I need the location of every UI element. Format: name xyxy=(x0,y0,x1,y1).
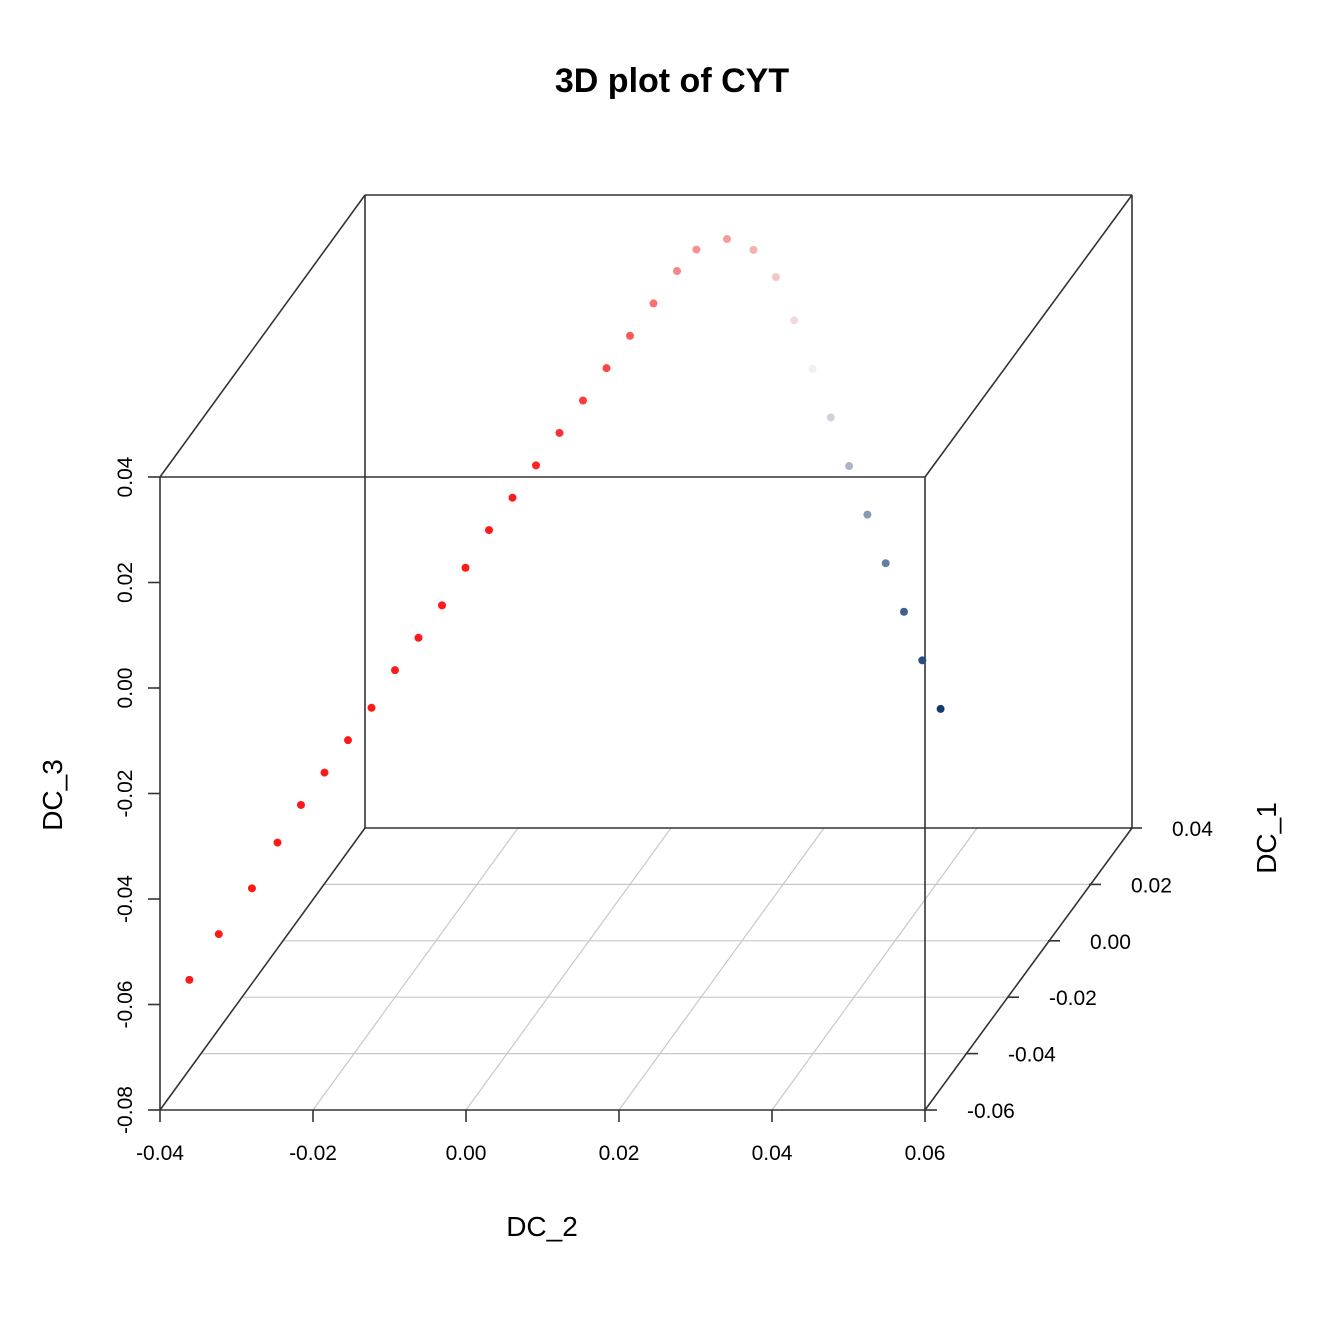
data-point xyxy=(845,462,854,471)
data-point xyxy=(918,656,927,665)
data-point xyxy=(391,666,399,675)
axis-ticks: -0.04 -0.02 0.00 0.02 0.04 0.06 -0.06 -0.04 -0.0… xyxy=(114,456,1213,1165)
data-point xyxy=(247,884,256,893)
z-tick-label: 0.02 xyxy=(114,562,137,603)
y-tick-label: -0.04 xyxy=(1008,1044,1056,1067)
data-point xyxy=(649,299,658,308)
x-tick-label: -0.04 xyxy=(136,1142,184,1165)
data-point xyxy=(626,331,634,340)
grid-line-x xyxy=(618,827,825,1111)
z-tick-label: -0.08 xyxy=(114,1086,137,1134)
z-tick-label: 0.00 xyxy=(114,668,137,709)
y-tick-label: 0.04 xyxy=(1172,818,1213,841)
data-point xyxy=(692,245,701,254)
y-axis-title: DC_1 xyxy=(1251,802,1282,874)
grid-line-x xyxy=(465,827,672,1111)
data-point xyxy=(344,736,352,745)
data-point xyxy=(438,601,446,610)
data-points xyxy=(185,235,945,984)
data-point xyxy=(461,563,470,572)
grid-line-x xyxy=(312,827,519,1111)
x-tick-label: 0.06 xyxy=(905,1142,946,1165)
box-edge xyxy=(924,827,1133,1111)
data-point xyxy=(881,559,890,568)
y-tick-label: -0.06 xyxy=(967,1100,1015,1123)
data-point xyxy=(214,930,223,939)
x-tick-label: 0.04 xyxy=(752,1142,793,1165)
z-tick-label: -0.02 xyxy=(114,770,137,818)
data-point xyxy=(936,704,945,713)
data-point xyxy=(320,768,329,777)
z-tick-label: -0.04 xyxy=(114,875,137,923)
data-point xyxy=(749,245,758,254)
data-point xyxy=(367,703,376,712)
data-point xyxy=(297,800,305,809)
data-point xyxy=(826,413,835,422)
box-edge xyxy=(159,194,366,478)
data-point xyxy=(185,975,194,984)
data-point xyxy=(273,838,282,847)
data-point xyxy=(771,273,780,282)
x-tick-label: -0.02 xyxy=(289,1142,337,1165)
data-point xyxy=(723,235,731,244)
y-tick-label: 0.00 xyxy=(1090,931,1131,954)
z-axis-title: DC_3 xyxy=(37,759,68,831)
z-tick-label: -0.06 xyxy=(114,981,137,1029)
box-edge xyxy=(159,827,366,1111)
x-tick-label: 0.00 xyxy=(446,1142,487,1165)
x-tick-label: 0.02 xyxy=(599,1142,640,1165)
data-point xyxy=(579,396,587,405)
y-tick-label: 0.02 xyxy=(1131,874,1172,897)
grid-line-x xyxy=(771,827,978,1111)
data-point xyxy=(863,510,872,519)
box-edge xyxy=(924,194,1133,478)
floor-grid xyxy=(201,827,1089,1111)
data-point xyxy=(532,461,540,470)
chart-title: 3D plot of CYT xyxy=(555,62,789,100)
plot-box xyxy=(159,194,1133,1111)
data-point xyxy=(555,428,564,437)
data-point xyxy=(900,607,908,616)
x-axis-title: DC_2 xyxy=(506,1211,578,1242)
z-tick-label: 0.04 xyxy=(114,456,137,497)
data-point xyxy=(808,364,817,373)
data-point xyxy=(790,316,799,325)
data-point xyxy=(602,364,611,373)
data-point xyxy=(508,493,517,502)
data-point xyxy=(673,267,681,276)
y-tick-label: -0.02 xyxy=(1049,987,1097,1010)
data-point xyxy=(485,526,493,535)
data-point xyxy=(414,633,423,642)
